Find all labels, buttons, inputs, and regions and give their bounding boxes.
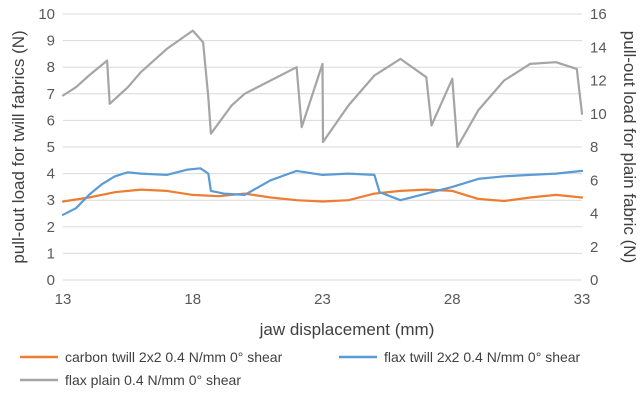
y-tick-label: 0 [47, 272, 55, 289]
y-tick-label: 9 [47, 33, 55, 50]
legend-item: flax plain 0.4 N/mm 0° shear [20, 372, 241, 388]
y-tick-label: 8 [47, 59, 55, 76]
y2-tick-label: 0 [590, 272, 598, 289]
y-tick-label: 5 [47, 139, 55, 156]
y2-tick-label: 8 [590, 139, 598, 156]
y-tick-label: 10 [38, 6, 55, 23]
y-tick-label: 3 [47, 192, 55, 209]
legend-item: flax twill 2x2 0.4 N/mm 0° shear [339, 349, 581, 365]
y-tick-label: 6 [47, 112, 55, 129]
y2-axis-title: pull-out load for plain fabric (N) [620, 31, 639, 263]
y2-tick-label: 16 [590, 6, 607, 23]
series-line-1 [61, 188, 584, 203]
y-tick-label: 7 [47, 86, 55, 103]
y-tick-label: 2 [47, 219, 55, 236]
x-tick-label: 28 [444, 291, 461, 308]
series-line-2 [61, 167, 584, 216]
x-tick-label: 18 [184, 291, 201, 308]
y2-tick-label: 4 [590, 206, 598, 223]
x-axis-title: jaw displacement (mm) [259, 320, 435, 339]
gridlines [63, 13, 582, 281]
y-tick-label: 4 [47, 166, 55, 183]
y2-tick-label: 2 [590, 239, 598, 256]
legend-label: flax plain 0.4 N/mm 0° shear [65, 372, 241, 388]
y2-tick-label: 12 [590, 73, 607, 90]
series-line-3 [61, 29, 584, 149]
legend-item: carbon twill 2x2 0.4 N/mm 0° shear [20, 349, 283, 365]
x-tick-label: 13 [55, 291, 72, 308]
x-tick-label: 33 [574, 291, 591, 308]
legend: carbon twill 2x2 0.4 N/mm 0° shear flax t… [20, 349, 581, 388]
x-tick-label: 23 [314, 291, 331, 308]
legend-label: carbon twill 2x2 0.4 N/mm 0° shear [65, 349, 283, 365]
y-tick-label: 1 [47, 245, 55, 262]
legend-label: flax twill 2x2 0.4 N/mm 0° shear [384, 349, 581, 365]
plot-series [61, 29, 584, 216]
y2-tick-label: 6 [590, 172, 598, 189]
axes: jaw displacement (mm) pull-out load for … [9, 6, 639, 339]
y2-tick-label: 14 [590, 39, 607, 56]
y-axis-title: pull-out load for twill fabrics (N) [9, 30, 28, 263]
y2-tick-label: 10 [590, 106, 607, 123]
